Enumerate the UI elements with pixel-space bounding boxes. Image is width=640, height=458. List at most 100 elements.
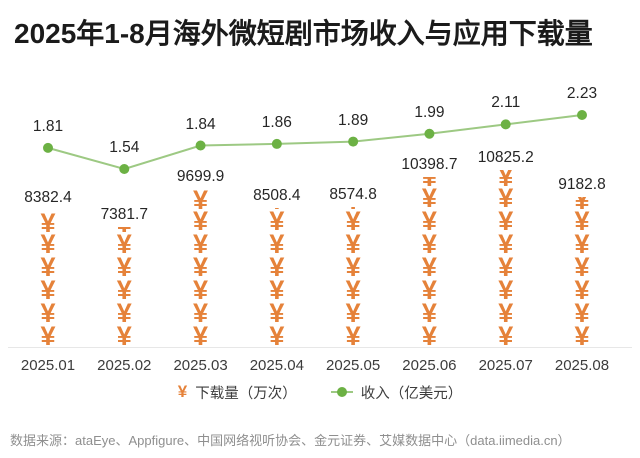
yen-symbol: ¥: [574, 252, 590, 282]
pictogram-bar: ¥¥¥¥¥¥¥: [333, 206, 373, 351]
yen-symbol: ¥: [498, 298, 514, 328]
revenue-value-label: 1.89: [338, 111, 369, 129]
x-axis-label: 2025.03: [173, 357, 228, 374]
yen-symbol: ¥: [498, 275, 514, 305]
yen-symbol: ¥: [40, 252, 56, 282]
yen-symbol: ¥: [269, 275, 285, 305]
yen-symbol: ¥: [40, 298, 56, 328]
pictogram-bar: ¥¥¥¥¥¥¥: [562, 197, 602, 351]
revenue-point-marker: [424, 128, 435, 139]
yen-symbol-partial: ¥: [333, 207, 373, 210]
yen-symbol: ¥: [269, 229, 285, 259]
yen-pictogram-icon: ¥: [177, 382, 188, 401]
downloads-value-label: 10825.2: [477, 149, 534, 166]
x-axis-label: 2025.07: [478, 357, 533, 374]
yen-symbol: ¥: [421, 298, 437, 328]
yen-symbol: ¥: [116, 229, 132, 259]
yen-symbol: ¥: [116, 275, 132, 305]
downloads-value-label: 10398.7: [401, 156, 458, 173]
x-axis-label: 2025.08: [554, 357, 610, 374]
legend-item-revenue: 收入（亿美元）: [330, 382, 463, 403]
data-source-note: 数据来源：ataEye、Appfigure、中国网络视听协会、金元证券、艾媒数据…: [10, 433, 571, 448]
yen-symbol: ¥: [193, 298, 209, 328]
revenue-point-marker: [119, 163, 130, 174]
yen-symbol: ¥: [421, 275, 437, 305]
yen-symbol-partial: ¥: [498, 170, 514, 187]
yen-symbol-partial: ¥: [562, 197, 602, 210]
downloads-value-label: 8574.8: [329, 186, 377, 203]
yen-symbol: ¥: [269, 206, 285, 236]
yen-symbol: ¥: [269, 298, 285, 328]
yen-symbol: ¥: [574, 229, 590, 259]
yen-symbol: ¥: [193, 206, 209, 236]
yen-symbol-partial: ¥: [40, 210, 56, 233]
revenue-value-label: 2.11: [491, 94, 521, 112]
yen-symbol: ¥: [421, 229, 437, 259]
yen-symbol: ¥: [345, 321, 361, 351]
yen-symbol: ¥: [40, 275, 56, 305]
x-axis-label: 2025.06: [402, 357, 457, 374]
revenue-value-label: 1.86: [261, 113, 292, 131]
yen-symbol: ¥: [574, 298, 590, 328]
revenue-point-marker: [43, 142, 53, 153]
pictogram-bar: ¥¥¥¥¥¥¥¥: [486, 170, 526, 351]
yen-symbol: ¥: [574, 321, 590, 351]
legend-item-downloads: ¥ 下载量（万次）: [178, 382, 297, 403]
revenue-value-label: 1.81: [32, 117, 64, 135]
downloads-value-label: 7381.7: [100, 206, 148, 223]
legend: ¥ 下载量（万次） 收入（亿美元）: [0, 380, 640, 404]
pictogram-bar: ¥¥¥¥¥¥¥: [257, 206, 297, 351]
pictogram-bar: ¥¥¥¥¥¥¥¥: [409, 177, 449, 351]
yen-symbol-partial: ¥: [257, 208, 297, 210]
yen-symbol-partial: ¥: [409, 177, 449, 187]
yen-symbol-partial: ¥: [193, 189, 209, 210]
yen-symbol: ¥: [193, 321, 209, 351]
yen-symbol-partial: ¥: [104, 227, 144, 233]
yen-symbol: ¥: [116, 321, 132, 351]
downloads-value-label: 8382.4: [24, 189, 72, 206]
pictogram-bar: ¥¥¥¥¥¥¥: [181, 189, 221, 351]
yen-symbol: ¥: [193, 275, 209, 305]
x-axis-line: [8, 347, 632, 348]
yen-symbol: ¥: [345, 229, 361, 259]
pictogram-bar: ¥¥¥¥¥¥: [28, 210, 68, 350]
yen-symbol: ¥: [345, 275, 361, 305]
revenue-point-marker: [500, 119, 511, 130]
revenue-line: [47, 113, 583, 171]
downloads-value-label: 9182.8: [558, 176, 606, 193]
yen-symbol: ¥: [498, 321, 514, 351]
downloads-value-label: 9699.9: [176, 168, 225, 185]
revenue-point-marker: [348, 136, 359, 147]
line-marker-icon: [330, 387, 353, 397]
downloads-value-label: 8508.4: [253, 187, 301, 204]
legend-label-revenue: 收入（亿美元）: [360, 385, 463, 402]
yen-symbol: ¥: [345, 298, 361, 328]
yen-symbol: ¥: [345, 206, 361, 236]
yen-symbol: ¥: [345, 252, 361, 282]
yen-symbol: ¥: [421, 252, 437, 282]
yen-symbol: ¥: [193, 252, 209, 282]
revenue-point-marker: [271, 138, 282, 149]
revenue-value-label: 1.54: [109, 138, 140, 156]
yen-symbol: ¥: [269, 321, 285, 351]
legend-label-downloads: 下载量（万次）: [195, 385, 297, 402]
revenue-value-label: 1.99: [414, 103, 445, 121]
x-axis-label: 2025.01: [20, 357, 76, 374]
yen-symbol: ¥: [498, 206, 514, 236]
yen-symbol: ¥: [421, 321, 437, 351]
revenue-value-label: 1.84: [185, 115, 216, 133]
yen-symbol: ¥: [498, 229, 514, 259]
revenue-value-label: 2.23: [566, 84, 598, 102]
revenue-point-marker: [195, 140, 206, 151]
yen-symbol: ¥: [574, 206, 590, 236]
chart-title: 2025年1-8月海外微短剧市场收入与应用下载量: [14, 18, 593, 49]
x-axis-label: 2025.02: [97, 357, 152, 374]
yen-symbol: ¥: [421, 206, 437, 236]
yen-symbol: ¥: [498, 183, 514, 213]
yen-symbol: ¥: [193, 229, 209, 259]
